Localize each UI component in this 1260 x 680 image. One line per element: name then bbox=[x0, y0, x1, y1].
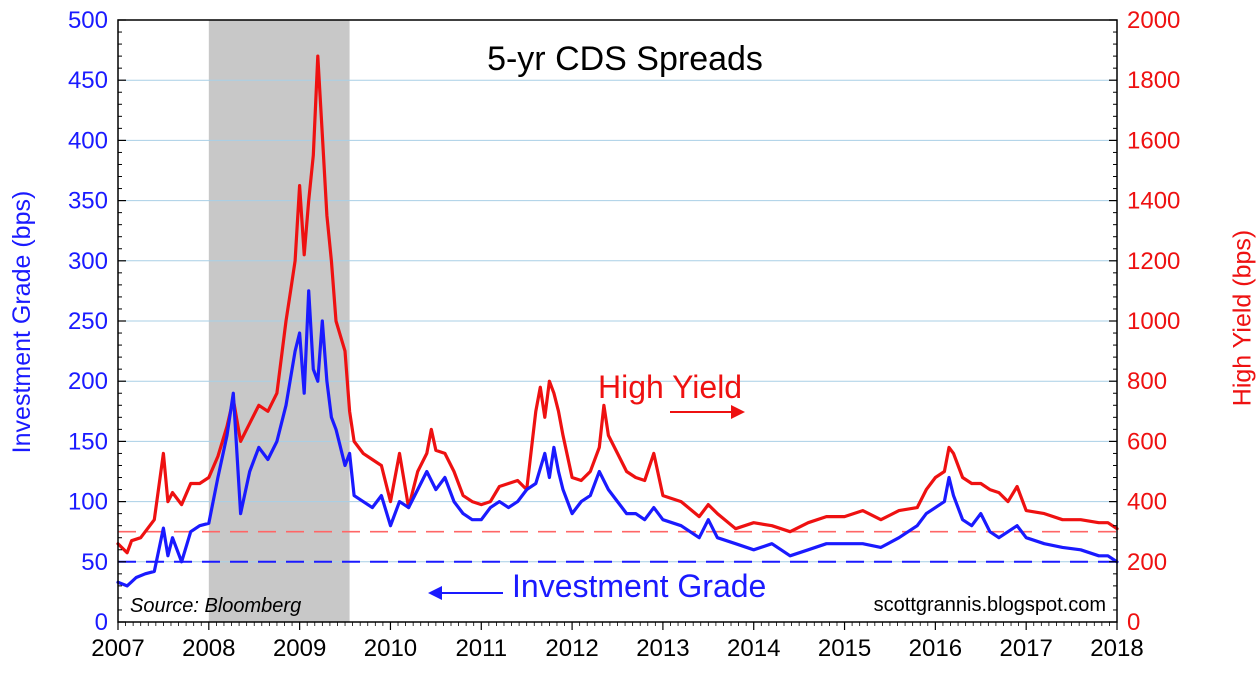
right-tick-label: 800 bbox=[1127, 368, 1167, 395]
right-tick-label: 1400 bbox=[1127, 188, 1180, 215]
x-tick-label: 2014 bbox=[727, 635, 780, 662]
right-tick-label: 0 bbox=[1127, 609, 1140, 636]
right-tick-label: 1200 bbox=[1127, 248, 1180, 275]
x-tick-label: 2011 bbox=[455, 635, 507, 662]
right-arrow-icon bbox=[670, 405, 745, 419]
x-tick-label: 2013 bbox=[636, 635, 689, 662]
high-yield-annotation: High Yield bbox=[598, 369, 742, 405]
right-tick-label: 1800 bbox=[1127, 67, 1180, 94]
x-tick-label: 2015 bbox=[818, 635, 871, 662]
right-tick-label: 400 bbox=[1127, 489, 1167, 516]
left-tick-label: 150 bbox=[68, 428, 108, 455]
axis-ticks bbox=[117, 19, 1118, 630]
left-tick-label: 500 bbox=[68, 7, 108, 34]
x-tick-label: 2009 bbox=[273, 635, 326, 662]
left-tick-label: 250 bbox=[68, 308, 108, 335]
left-tick-label: 300 bbox=[68, 248, 108, 275]
source-note: Source: Bloomberg bbox=[130, 595, 301, 617]
left-arrow-icon bbox=[428, 586, 503, 600]
x-tick-label: 2010 bbox=[364, 635, 417, 662]
left-tick-label: 50 bbox=[81, 549, 108, 576]
series-lines bbox=[116, 54, 1119, 588]
high-yield-series-line bbox=[116, 54, 1119, 555]
x-tick-label: 2018 bbox=[1090, 635, 1143, 662]
right-tick-label: 1000 bbox=[1127, 308, 1180, 335]
left-tick-label: 200 bbox=[68, 368, 108, 395]
x-tick-label: 2007 bbox=[91, 635, 144, 662]
credit-note: scottgrannis.blogspot.com bbox=[874, 594, 1106, 616]
left-tick-label: 100 bbox=[68, 489, 108, 516]
right-tick-label: 1600 bbox=[1127, 127, 1180, 154]
left-tick-label: 400 bbox=[68, 127, 108, 154]
investment-grade-annotation: Investment Grade bbox=[512, 568, 766, 604]
chart-title: 5-yr CDS Spreads bbox=[487, 40, 763, 78]
left-tick-label: 0 bbox=[95, 609, 108, 636]
right-tick-label: 2000 bbox=[1127, 7, 1180, 34]
y-axis-label-left: Investment Grade (bps) bbox=[8, 191, 36, 454]
right-tick-label: 600 bbox=[1127, 428, 1167, 455]
x-tick-label: 2017 bbox=[999, 635, 1052, 662]
x-tick-label: 2016 bbox=[909, 635, 962, 662]
x-tick-label: 2012 bbox=[545, 635, 598, 662]
left-tick-label: 350 bbox=[68, 188, 108, 215]
right-tick-label: 200 bbox=[1127, 549, 1167, 576]
investment-grade-series-line bbox=[116, 289, 1119, 588]
y-axis-label-right: High Yield (bps) bbox=[1229, 230, 1257, 406]
x-tick-label: 2008 bbox=[182, 635, 235, 662]
axis-tick-labels: 0 50 100 150 200 250 300 350 400 450 500 0 200 400 600… bbox=[68, 7, 1180, 662]
left-tick-label: 450 bbox=[68, 67, 108, 94]
